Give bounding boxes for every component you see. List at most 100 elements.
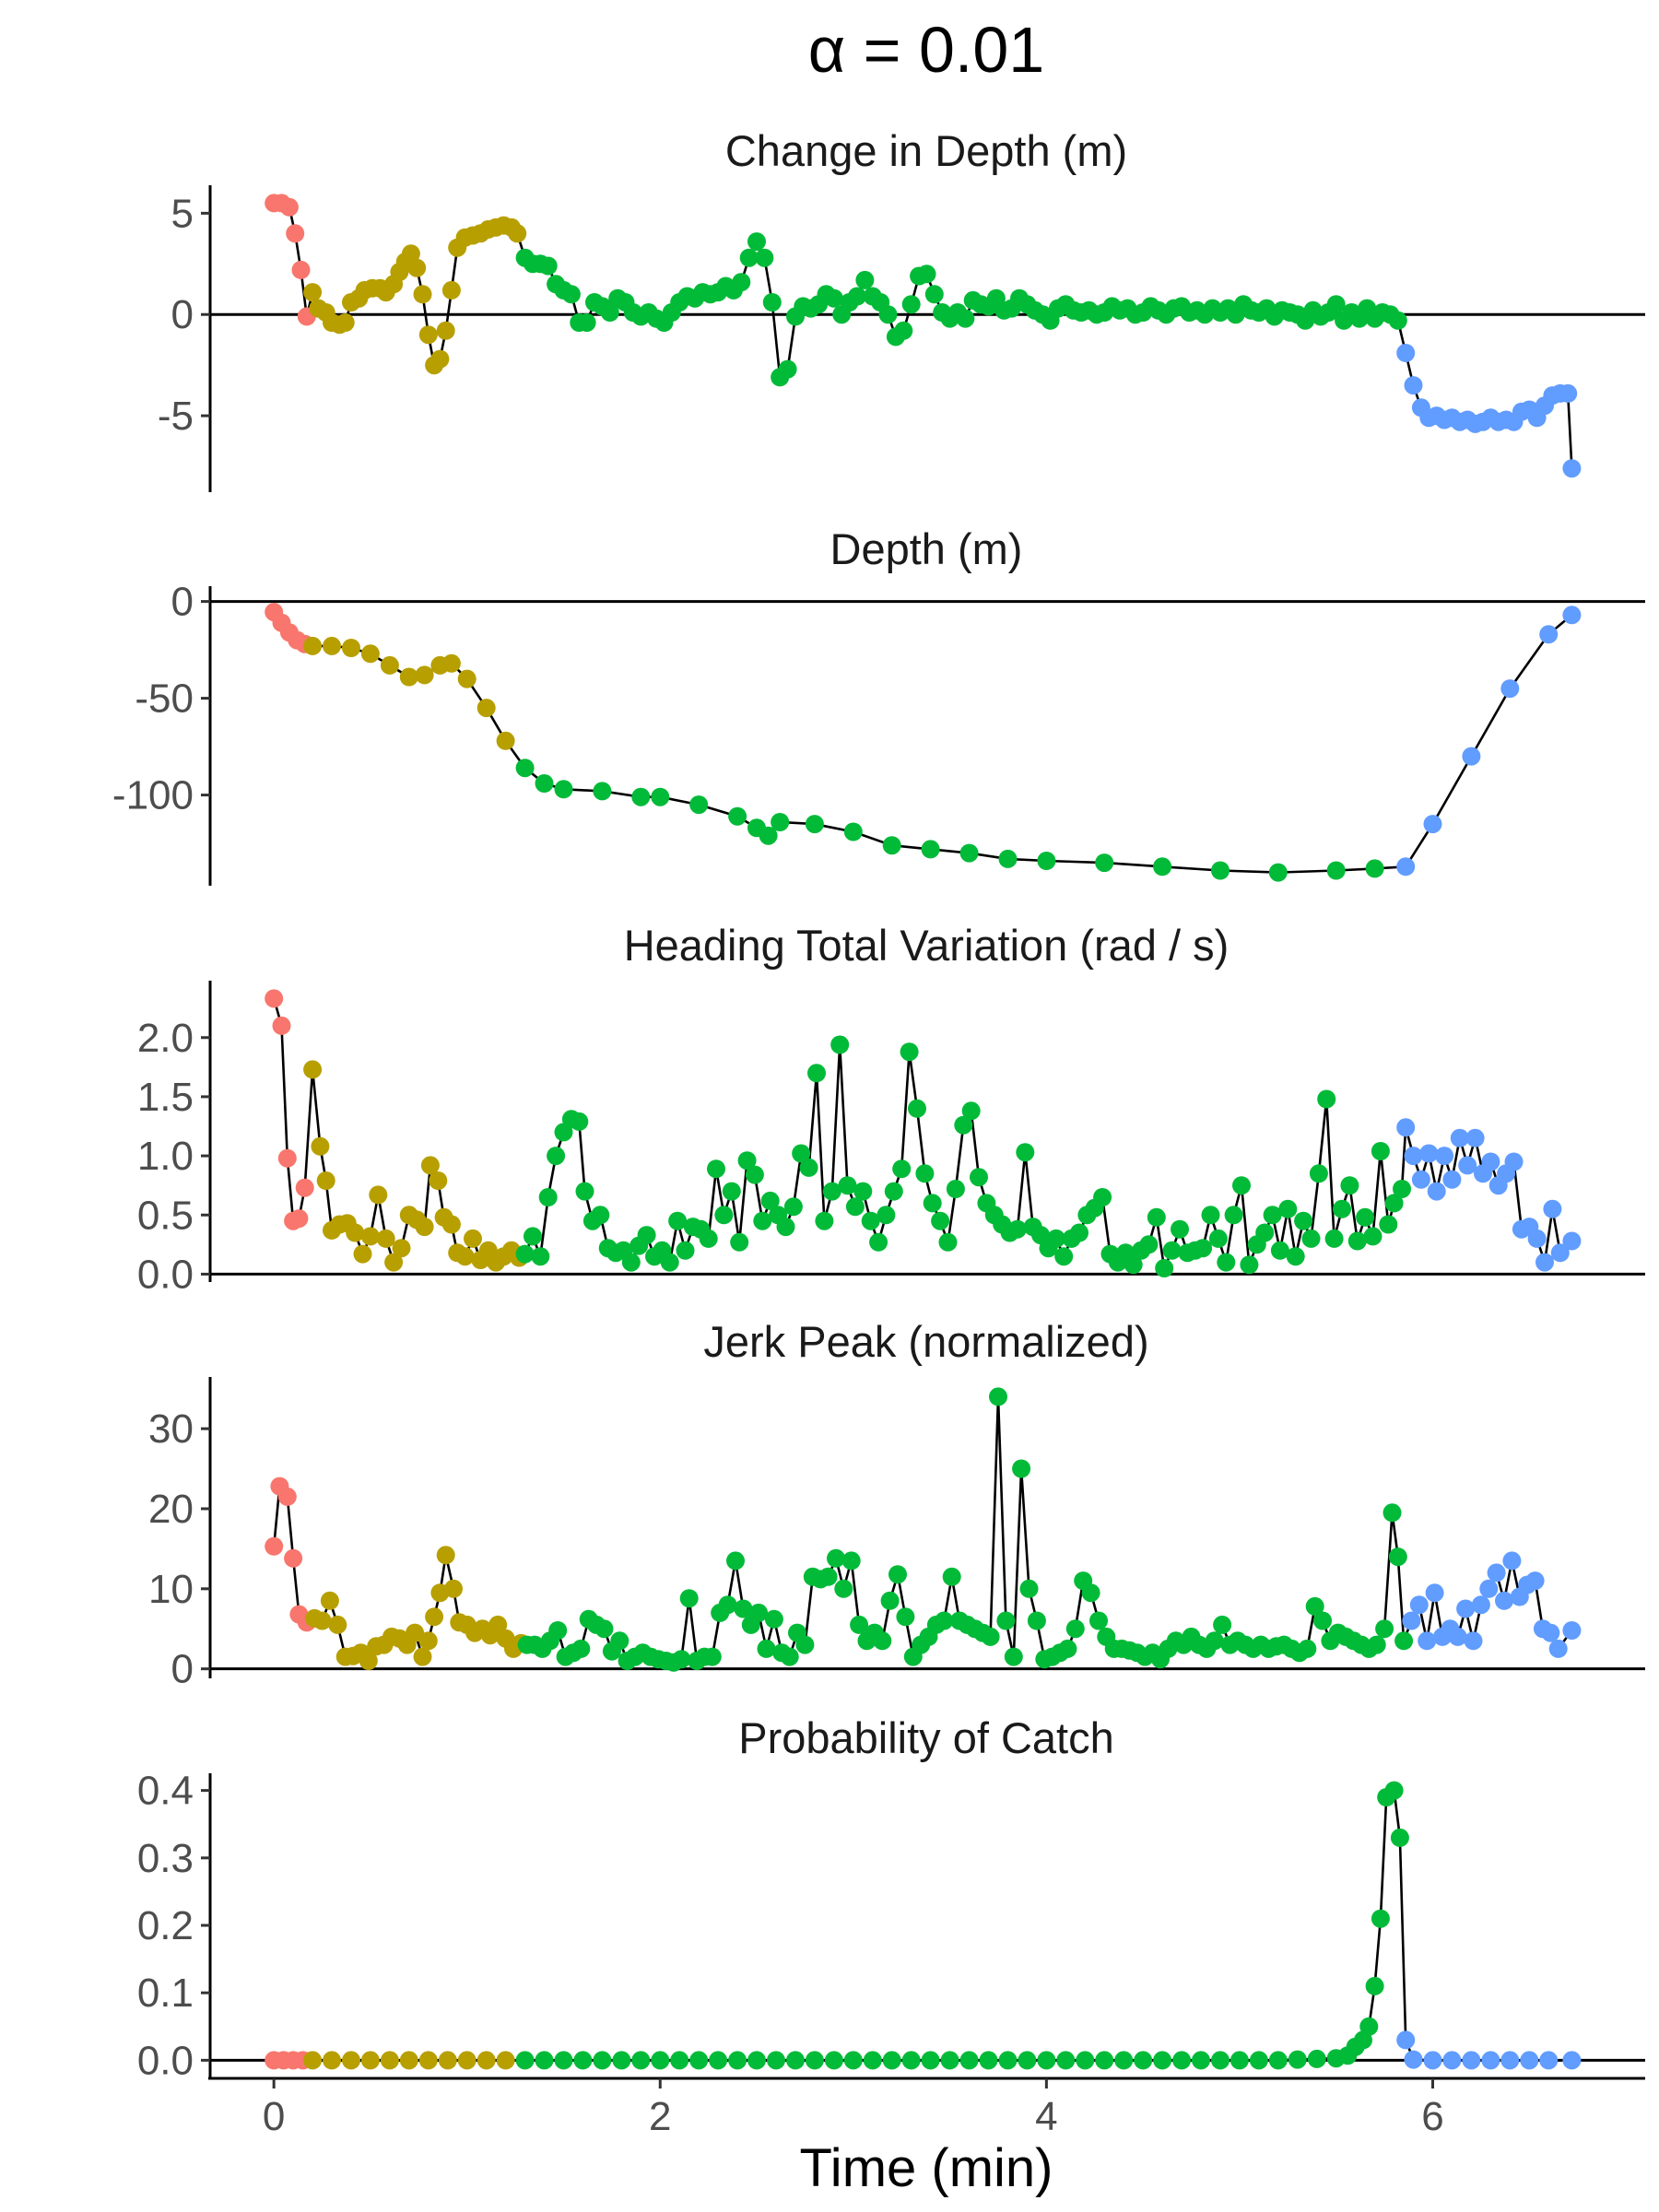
data-point-catch <box>1442 2051 1462 2070</box>
data-point-catch <box>1423 2051 1442 2070</box>
data-point-heading <box>1162 1241 1182 1260</box>
x-axis-title: Time (min) <box>800 2138 1053 2198</box>
data-point-jerk <box>1402 1611 1421 1630</box>
data-point-catch <box>342 2051 360 2070</box>
data-point-heading <box>737 1151 757 1171</box>
data-point-heading <box>1419 1144 1439 1163</box>
data-point-jerk <box>265 1536 284 1556</box>
data-point-heading <box>714 1206 734 1225</box>
data-point-heading <box>1278 1199 1298 1218</box>
data-point-heading <box>923 1194 942 1213</box>
data-point-jerk <box>780 1647 799 1666</box>
data-point-jerk <box>312 1611 332 1630</box>
data-point-heading <box>1396 1118 1416 1137</box>
y-tick-label-heading: 0.0 <box>137 1252 194 1297</box>
panel-title-change-depth: Change in Depth (m) <box>725 126 1127 175</box>
data-point-jerk <box>989 1387 1007 1406</box>
data-point-jerk <box>888 1565 907 1584</box>
data-point-change-depth <box>577 313 596 332</box>
data-point-catch <box>360 2051 380 2070</box>
data-point-heading <box>1535 1253 1554 1272</box>
data-point-heading <box>272 1016 291 1035</box>
data-point-heading <box>1324 1229 1344 1248</box>
y-tick-label-change-depth: 5 <box>171 191 194 236</box>
data-point-heading <box>946 1180 965 1198</box>
data-point-heading <box>1333 1199 1351 1218</box>
data-point-heading <box>1371 1142 1390 1160</box>
data-point-heading <box>838 1176 857 1195</box>
data-point-catch <box>1192 2051 1210 2070</box>
data-point-heading <box>961 1101 981 1121</box>
data-point-heading <box>441 1215 461 1234</box>
y-tick-label-depth: -100 <box>112 773 194 818</box>
panels: Change in Depth (m) 5 0 -5 Depth (m) 0 -50 -100… <box>112 126 1645 2083</box>
data-point-depth <box>342 639 360 657</box>
series-line-heading <box>272 998 1573 1273</box>
data-point-jerk <box>942 1567 961 1586</box>
data-point-heading <box>1286 1247 1305 1266</box>
data-point-change-depth <box>901 295 921 314</box>
data-point-jerk <box>1065 1619 1085 1639</box>
data-point-heading <box>869 1232 888 1252</box>
data-point-catch <box>1481 2051 1500 2070</box>
data-point-heading <box>420 1156 440 1175</box>
data-point-jerk <box>548 1621 568 1640</box>
data-point-catch <box>1500 2051 1520 2070</box>
data-point-catch <box>824 2051 843 2070</box>
data-point-jerk <box>880 1591 900 1610</box>
data-point-heading <box>676 1241 695 1260</box>
data-point-heading <box>1124 1255 1143 1275</box>
data-point-depth <box>771 813 790 831</box>
data-point-heading <box>1171 1219 1189 1239</box>
data-point-heading <box>822 1182 841 1201</box>
data-point-depth <box>921 840 940 859</box>
data-point-catch <box>1539 2051 1559 2070</box>
data-point-jerk <box>610 1631 629 1651</box>
data-point-jerk <box>795 1635 815 1654</box>
data-point-jerk <box>444 1579 463 1598</box>
data-point-catch <box>1384 1781 1404 1800</box>
data-point-catch <box>689 2051 709 2070</box>
data-point-heading <box>783 1197 803 1217</box>
data-point-depth <box>631 787 651 806</box>
data-point-catch <box>1134 2051 1153 2070</box>
data-point-catch <box>1404 2050 1423 2069</box>
data-point-heading <box>376 1229 395 1248</box>
data-point-heading <box>1054 1247 1074 1266</box>
data-point-heading <box>892 1159 912 1179</box>
data-point-heading <box>637 1226 656 1245</box>
data-point-jerk <box>996 1611 1016 1630</box>
data-point-depth <box>323 636 341 655</box>
data-point-heading <box>295 1178 314 1197</box>
data-point-heading <box>1309 1164 1328 1183</box>
data-point-catch <box>1095 2051 1114 2070</box>
data-point-heading <box>547 1147 566 1166</box>
data-point-jerk <box>1487 1563 1506 1583</box>
data-point-catch <box>515 2051 535 2070</box>
data-point-heading <box>853 1182 873 1201</box>
data-point-change-depth <box>561 285 581 304</box>
data-point-heading <box>699 1229 718 1248</box>
data-point-jerk <box>436 1546 455 1565</box>
data-point-heading <box>353 1244 372 1264</box>
data-point-heading <box>591 1206 610 1225</box>
data-point-heading <box>1363 1227 1382 1246</box>
data-point-depth <box>1153 857 1172 877</box>
data-point-change-depth <box>1396 344 1416 362</box>
data-point-heading <box>1240 1255 1259 1275</box>
data-point-heading <box>303 1060 323 1079</box>
data-point-heading <box>1427 1182 1446 1201</box>
data-point-depth <box>477 699 496 718</box>
data-point-heading <box>1435 1147 1454 1166</box>
data-point-heading <box>1255 1223 1275 1242</box>
data-point-heading <box>1294 1211 1313 1230</box>
data-point-heading <box>730 1232 749 1252</box>
data-point-heading <box>1543 1199 1562 1218</box>
panel-title-catch: Probability of Catch <box>738 1713 1114 1762</box>
data-point-heading <box>1194 1239 1213 1258</box>
data-point-depth <box>515 759 535 778</box>
data-point-heading <box>1046 1229 1065 1248</box>
data-point-jerk <box>873 1631 892 1651</box>
data-point-jerk <box>1525 1571 1545 1591</box>
panel-title-depth: Depth (m) <box>830 524 1023 573</box>
